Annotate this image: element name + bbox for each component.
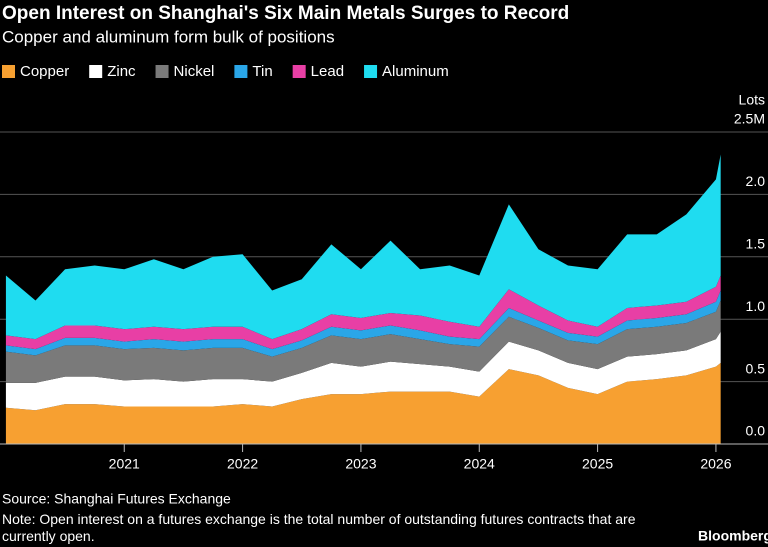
area (5, 154, 721, 340)
x-tick-label: 2023 (345, 456, 376, 472)
y-tick-label: 2.5M (734, 111, 765, 127)
brand: Bloomberg (698, 528, 768, 544)
x-tick-label: 2025 (582, 456, 613, 472)
legend-label: Tin (252, 63, 272, 80)
legend-swatch (364, 65, 378, 78)
legend-swatch (155, 65, 169, 78)
source: Source: Shanghai Futures Exchange (2, 491, 231, 507)
legend-swatch (89, 65, 103, 78)
legend-swatch (234, 65, 248, 78)
legend-label: Aluminum (382, 63, 449, 80)
chart-title: Open Interest on Shanghai's Six Main Met… (2, 3, 569, 24)
legend-label: Zinc (107, 63, 136, 80)
y-tick-label: 1.5 (746, 236, 766, 252)
chart-subtitle: Copper and aluminum form bulk of positio… (2, 27, 335, 46)
area (5, 362, 721, 444)
y-tick-label: 2.0 (746, 173, 766, 189)
legend-label: Copper (20, 63, 69, 80)
y-tick-label: 1.0 (746, 298, 766, 314)
y-tick-label: 0.0 (746, 423, 766, 439)
area (5, 331, 721, 411)
legend-label: Lead (311, 63, 344, 80)
legend-swatch (292, 65, 306, 78)
x-tick-label: 2021 (109, 456, 140, 472)
area (5, 275, 721, 350)
y-axis-label: Lots (739, 92, 765, 108)
x-tick-label: 2022 (227, 456, 258, 472)
x-tick-label: 2026 (700, 456, 731, 472)
y-tick-label: 0.5 (746, 360, 766, 376)
x-tick-label: 2024 (464, 456, 495, 472)
note-text: Note: Open interest on a futures exchang… (2, 511, 636, 544)
legend-swatch (2, 65, 15, 78)
area (5, 300, 721, 383)
note: Note: Open interest on a futures exchang… (2, 511, 636, 544)
legend-label: Nickel (174, 63, 215, 80)
